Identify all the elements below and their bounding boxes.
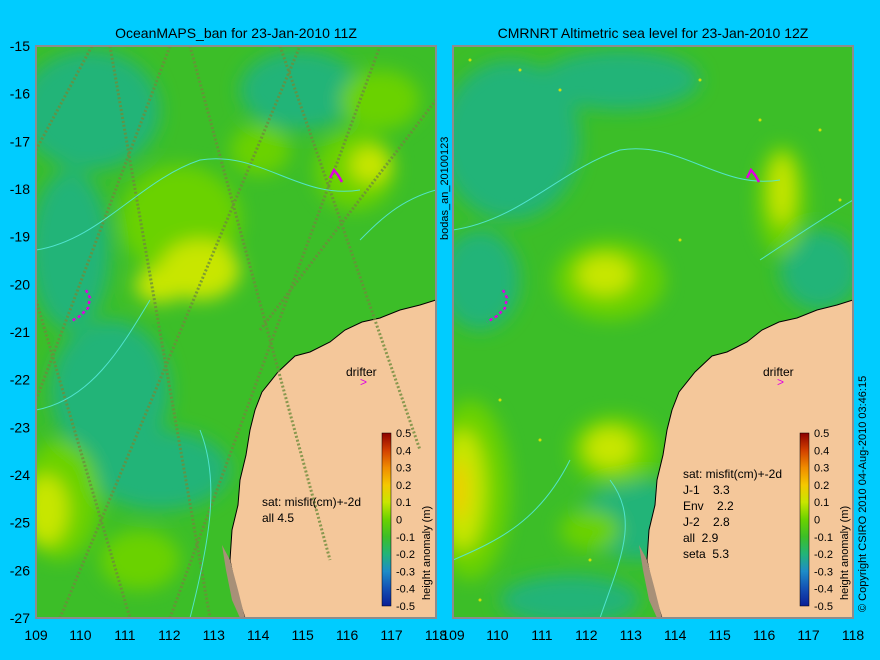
x-tick-label: 114 [247, 627, 270, 643]
x-tick-label: 110 [486, 627, 509, 643]
x-tick-label: 110 [69, 627, 92, 643]
y-tick-label: -16 [10, 86, 30, 102]
y-tick-label: -24 [10, 467, 30, 483]
y-tick-label: -18 [10, 181, 30, 197]
x-tick-label: 116 [336, 627, 359, 643]
colorbar-tick-label: 0.3 [396, 463, 411, 475]
x-tick-label: 115 [292, 627, 315, 643]
colorbar-tick-label: -0.5 [814, 601, 833, 613]
colorbar-tick-label: -0.5 [396, 601, 415, 613]
right-map: drifter > sat: misfit(cm)+-2d J-1 3.3 En… [453, 46, 853, 618]
x-tick-label: 117 [797, 627, 820, 643]
left-stats-line-1: all 4.5 [262, 511, 294, 525]
colorbar-tick-label: -0.2 [396, 549, 415, 561]
left-map: drifter > sat: misfit(cm)+-2d all 4.5 [36, 46, 436, 618]
left-x-ticks: 109 110 111 112 113 114 115 116 117 118 [24, 627, 447, 643]
colorbar-tick-label: -0.3 [814, 566, 833, 578]
right-map-title: CMRNRT Altimetric sea level for 23-Jan-2… [498, 25, 809, 41]
colorbar-tick-label: -0.1 [814, 532, 833, 544]
colorbar-tick-label: -0.3 [396, 566, 415, 578]
vertical-run-label: bodas_an_20100123 [439, 137, 451, 240]
x-tick-label: 118 [425, 627, 448, 643]
right-stats-line-2: Env 2.2 [683, 499, 734, 513]
colorbar-tick-label: 0.5 [396, 428, 411, 440]
y-tick-label: -20 [10, 276, 30, 292]
y-tick-label: -23 [10, 419, 30, 435]
colorbar-tick-label: 0.2 [396, 480, 411, 492]
colorbar-tick-label: 0.5 [814, 428, 829, 440]
x-tick-label: 109 [441, 627, 465, 643]
y-tick-label: -27 [10, 610, 30, 626]
left-colorbar-ticks: 0.5 0.4 0.3 0.2 0.1 0 -0.1 -0.2 -0.3 -0.4 -0.5 [396, 428, 415, 613]
colorbar-tick-label: -0.4 [396, 584, 415, 596]
left-map-frame [35, 45, 437, 619]
right-colorbar-ticks: 0.5 0.4 0.3 0.2 0.1 0 -0.1 -0.2 -0.3 -0.4 -0.5 [814, 428, 833, 613]
right-stats-line-1: J-1 3.3 [683, 483, 730, 497]
colorbar-tick-label: 0.2 [814, 480, 829, 492]
y-tick-label: -19 [10, 229, 30, 245]
x-tick-label: 114 [664, 627, 687, 643]
right-drifter-marker: > [777, 375, 784, 389]
right-stats-line-3: J-2 2.8 [683, 515, 730, 529]
right-map-frame [452, 45, 854, 619]
right-drifter-label: drifter [763, 365, 794, 379]
colorbar-tick-label: -0.2 [814, 549, 833, 561]
colorbar-tick-label: 0 [396, 515, 402, 527]
colorbar-tick-label: 0.1 [396, 497, 411, 509]
colorbar-tick-label: 0.3 [814, 463, 829, 475]
colorbar-tick-label: -0.4 [814, 584, 833, 596]
x-tick-label: 118 [842, 627, 865, 643]
left-drifter-marker: > [360, 375, 367, 389]
y-tick-label: -21 [10, 324, 30, 340]
x-tick-label: 112 [158, 627, 181, 643]
x-tick-label: 109 [24, 627, 48, 643]
x-tick-label: 111 [114, 627, 135, 643]
right-colorbar [799, 432, 810, 607]
left-y-ticks: -15 -16 -17 -18 -19 -20 -21 -22 -23 -24 -25 -26 -27 [10, 38, 30, 626]
right-stats-line-5: seta 5.3 [683, 547, 729, 561]
x-tick-label: 115 [709, 627, 732, 643]
left-drifter-label: drifter [346, 365, 377, 379]
right-stats-line-0: sat: misfit(cm)+-2d [683, 467, 782, 481]
x-tick-label: 111 [531, 627, 552, 643]
x-tick-label: 113 [203, 627, 226, 643]
y-tick-label: -17 [10, 133, 30, 149]
left-colorbar [381, 432, 392, 607]
y-tick-label: -26 [10, 562, 30, 578]
y-tick-label: -15 [10, 38, 30, 54]
copyright-text: © Copyright CSIRO 2010 04-Aug-2010 03:46… [857, 376, 869, 612]
colorbar-tick-label: 0.4 [814, 445, 829, 457]
right-x-ticks: 109 110 111 112 113 114 115 116 117 118 [441, 627, 864, 643]
x-tick-label: 116 [753, 627, 776, 643]
colorbar-tick-label: -0.1 [396, 532, 415, 544]
left-stats-line-0: sat: misfit(cm)+-2d [262, 495, 361, 509]
colorbar-tick-label: 0.1 [814, 497, 829, 509]
colorbar-tick-label: 0 [814, 515, 820, 527]
left-colorbar-label: height anomaly (m) [421, 506, 433, 600]
y-tick-label: -25 [10, 515, 30, 531]
left-map-title: OceanMAPS_ban for 23-Jan-2010 11Z [115, 25, 357, 41]
y-tick-label: -22 [10, 372, 30, 388]
colorbar-tick-label: 0.4 [396, 445, 411, 457]
x-tick-label: 113 [620, 627, 643, 643]
x-tick-label: 117 [380, 627, 403, 643]
x-tick-label: 112 [575, 627, 598, 643]
right-stats-line-4: all 2.9 [683, 531, 719, 545]
right-colorbar-label: height anomaly (m) [839, 506, 851, 600]
